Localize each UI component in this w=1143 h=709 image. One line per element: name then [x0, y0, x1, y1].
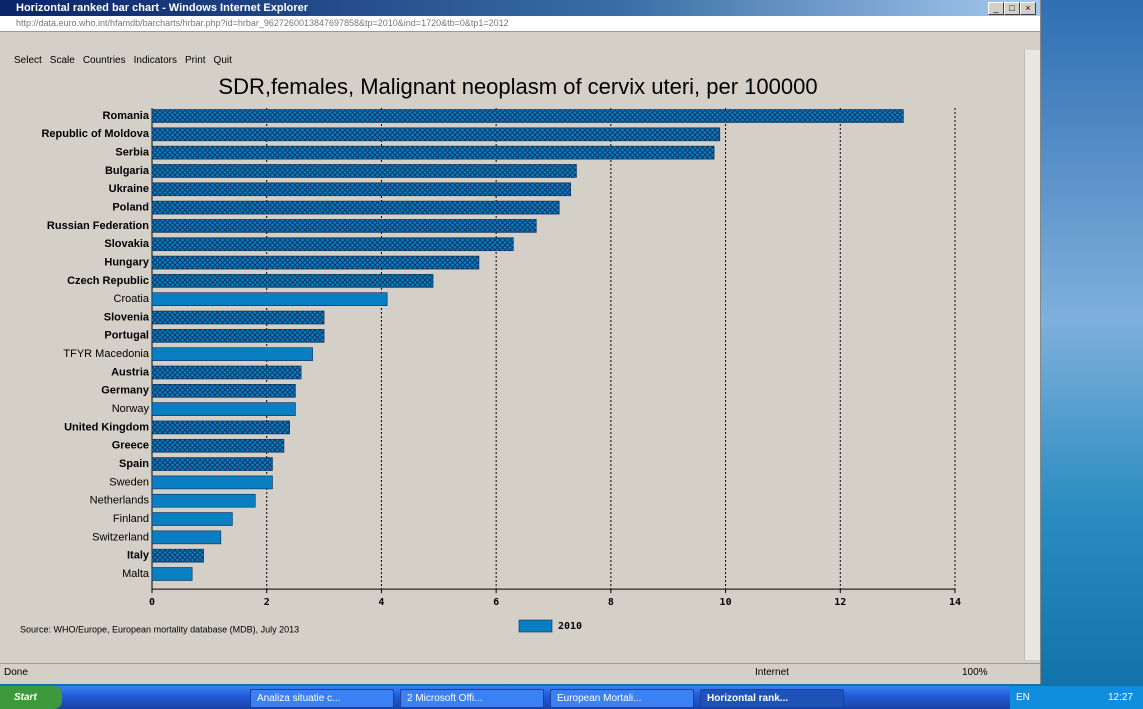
bar	[151, 182, 572, 197]
y-tick-label: Portugal	[104, 330, 149, 342]
y-tick-label: Czech Republic	[67, 275, 149, 287]
bar	[151, 145, 715, 160]
x-tick-label: 2	[264, 597, 270, 608]
bar	[151, 164, 577, 178]
close-button[interactable]: ×	[1020, 2, 1036, 15]
bar	[151, 255, 480, 270]
x-tick-label: 12	[834, 597, 846, 608]
x-tick-label: 4	[378, 597, 384, 608]
bar	[151, 567, 193, 581]
taskbar-item[interactable]: European Mortali...	[550, 689, 694, 708]
y-tick-label: TFYR Macedonia	[63, 348, 149, 360]
taskbar-item[interactable]: Horizontal rank...	[700, 689, 844, 708]
bar	[151, 109, 904, 123]
minimize-button[interactable]: _	[988, 2, 1004, 15]
x-tick-label: 6	[493, 597, 499, 608]
zoom-level[interactable]: 100%	[962, 667, 988, 678]
bar	[151, 420, 290, 435]
menu-item[interactable]: Countries	[82, 55, 126, 66]
y-tick-label: Finland	[113, 513, 149, 525]
start-button[interactable]: Start	[0, 686, 62, 709]
bar	[151, 438, 285, 453]
source-note: Source: WHO/Europe, European mortality d…	[20, 624, 299, 634]
x-tick-label: 14	[949, 597, 961, 608]
bar	[151, 402, 296, 416]
menu-item[interactable]: Indicators	[133, 55, 177, 66]
y-tick-label: Slovenia	[104, 311, 150, 323]
bar	[151, 329, 325, 343]
taskbar-item[interactable]: Analiza situatie c...	[250, 689, 394, 708]
y-tick-label: Poland	[112, 202, 149, 214]
menu-item[interactable]: Quit	[213, 55, 232, 66]
chart: SDR,females, Malignant neoplasm of cervi…	[20, 74, 961, 635]
y-tick-label: Greece	[112, 440, 149, 452]
maximize-button[interactable]: □	[1004, 2, 1020, 15]
y-tick-label: Slovakia	[104, 238, 150, 250]
y-tick-label: United Kingdom	[64, 421, 149, 433]
bar	[151, 274, 434, 288]
scrollbar[interactable]	[1024, 50, 1040, 660]
x-tick-label: 0	[149, 597, 155, 608]
y-tick-label: Croatia	[114, 293, 150, 305]
bar	[151, 383, 296, 398]
y-tick-label: Austria	[111, 366, 150, 378]
language[interactable]: EN	[1016, 692, 1030, 703]
tray: EN 12:27	[1010, 686, 1143, 709]
menu-item[interactable]: Print	[184, 55, 206, 66]
y-tick-label: Ukraine	[109, 183, 149, 195]
address-bar[interactable]: http://data.euro.who.int/hfamdb/barchart…	[0, 16, 1040, 32]
taskbar-item[interactable]: 2 Microsoft Offi...	[400, 689, 544, 708]
y-tick-label: Romania	[103, 110, 150, 122]
bar	[151, 347, 313, 361]
y-tick-label: Republic of Moldova	[41, 128, 149, 140]
status-text: Done	[4, 667, 28, 678]
bar	[151, 493, 256, 508]
legend-label: 2010	[558, 621, 582, 632]
bar	[151, 292, 388, 306]
bar	[151, 475, 273, 490]
y-tick-label: Serbia	[115, 147, 150, 159]
y-tick-label: Sweden	[109, 476, 149, 488]
bar	[151, 548, 204, 563]
y-tick-label: Netherlands	[90, 495, 150, 507]
window-title: Horizontal ranked bar chart - Windows In…	[0, 0, 1040, 16]
legend-swatch	[518, 619, 553, 633]
bar	[151, 310, 325, 325]
bar	[151, 237, 514, 252]
clock: 12:27	[1108, 692, 1134, 703]
chart-title: SDR,females, Malignant neoplasm of cervi…	[218, 74, 817, 99]
bar	[151, 365, 302, 380]
y-tick-label: Italy	[127, 550, 150, 562]
y-tick-label: Malta	[122, 568, 150, 580]
y-tick-label: Hungary	[104, 256, 150, 268]
browser-window: Horizontal ranked bar chart - Windows In…	[0, 0, 1041, 684]
bar	[151, 127, 721, 142]
bar	[151, 219, 537, 233]
y-tick-label: Russian Federation	[47, 220, 149, 232]
y-tick-label: Norway	[112, 403, 150, 415]
bar	[151, 530, 222, 545]
y-tick-label: Bulgaria	[105, 165, 150, 177]
bar	[151, 457, 273, 471]
menu-item[interactable]: Select	[14, 55, 42, 66]
y-tick-label: Spain	[119, 458, 149, 470]
security-zone: Internet	[755, 667, 789, 678]
y-tick-label: Germany	[101, 385, 150, 397]
x-tick-label: 8	[608, 597, 614, 608]
bar	[151, 512, 233, 526]
chart-menu: Select Scale Countries Indicators Print Quit	[14, 55, 240, 66]
menu-item[interactable]: Scale	[49, 55, 75, 66]
status-bar: Done Internet 100%	[0, 663, 1040, 682]
bar	[151, 200, 560, 215]
x-tick-label: 10	[720, 597, 732, 608]
y-tick-label: Switzerland	[92, 531, 149, 543]
taskbar: Start Analiza situatie c... 2 Microsoft O…	[0, 686, 1143, 709]
